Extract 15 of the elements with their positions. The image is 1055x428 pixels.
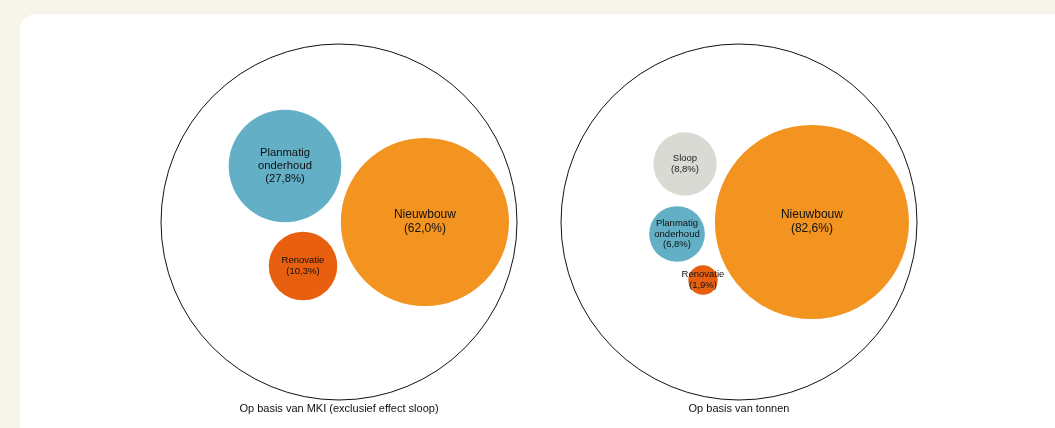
data-label: (82,6%) (790, 221, 833, 236)
data-label: (10,3%) (286, 264, 320, 276)
data-label: (6,8%) (663, 238, 691, 250)
data-label: (27,8%) (265, 171, 305, 184)
category-label: Renovatie (281, 254, 325, 266)
category-label: Nieuwbouw (393, 207, 457, 222)
data-label: (1,9%) (689, 278, 717, 290)
text: Op basis van MKI (exclusief effect sloop) (239, 402, 439, 414)
category-label: Sloop (672, 152, 698, 164)
category-label: Planmatig onderhoud (258, 146, 312, 171)
category-label: Nieuwbouw (780, 207, 844, 222)
data-label: (8,8%) (671, 162, 699, 174)
data-label: (62,0%) (403, 221, 446, 236)
text: Op basis van tonnen (688, 402, 790, 414)
category-label: Planmatig onderhoud (654, 216, 700, 239)
